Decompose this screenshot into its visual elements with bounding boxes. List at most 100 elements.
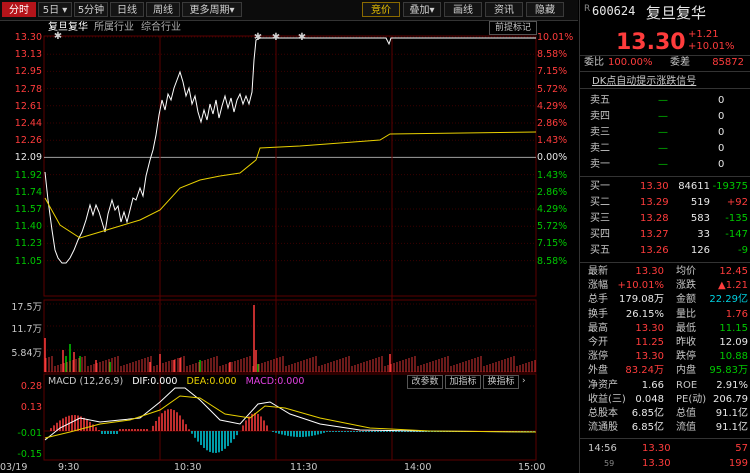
stat-label: 最低 [676, 322, 696, 334]
tick-row: 14:56 13.30 57 [584, 442, 748, 456]
stat-value: 1.66 [641, 379, 664, 391]
tab-daily[interactable]: 日线 [110, 2, 144, 17]
stat-label: 最高 [588, 322, 608, 334]
change-param-button[interactable]: 改参数 [407, 375, 443, 389]
star-icon: ✱ [272, 32, 280, 43]
macd-tick-label: 0.28 [20, 381, 42, 392]
sell-level-price: — [658, 95, 668, 106]
price-tick-label: 11.57 [14, 204, 42, 215]
tab-weekly[interactable]: 周线 [146, 2, 180, 17]
weibi-value: 100.00% [608, 57, 653, 68]
buy-level-label: 买三 [590, 213, 610, 224]
buy-level-change: -135 [725, 213, 748, 224]
price-tick-label: 11.92 [14, 169, 42, 181]
stock-code: 600624 [592, 4, 636, 18]
stat-label: 总股本 [588, 408, 618, 419]
macd-tick-label: -0.15 [17, 449, 42, 460]
intraday-chart[interactable]: ✱ ✱ ✱ ✱ [0, 0, 578, 473]
buy-level-change: -9 [738, 245, 748, 256]
subtab-industry[interactable]: 所属行业 [94, 22, 134, 33]
buy-level-row: 买一 13.30 84611 -19375 [584, 180, 748, 194]
tab-auction[interactable]: 竞价 [362, 2, 400, 17]
stat-value: +10.01% [617, 280, 664, 292]
stat-row: 今开 11.25 昨收 12.09 [584, 336, 748, 350]
stat-label: PE(动) [676, 393, 707, 405]
tick-price: 13.30 [642, 443, 671, 454]
buy-level-price: 13.29 [640, 197, 669, 208]
subtab-composite[interactable]: 综合行业 [141, 22, 181, 33]
average-price-line [44, 131, 537, 239]
tab-news[interactable]: 资讯 [485, 2, 523, 17]
sell-level-label: 卖二 [590, 143, 610, 154]
tab-more-periods[interactable]: 更多周期▾ [182, 2, 242, 17]
price-tick-label: 12.09 [14, 152, 42, 164]
sell-level-label: 卖三 [590, 127, 610, 138]
pct-tick-label: 5.72% [537, 221, 568, 233]
sell-level-price: — [658, 159, 668, 170]
dk-signal-link[interactable]: DK点自动提示涨跌信号 [592, 76, 697, 87]
stat-label: ROE [676, 379, 698, 391]
buy-level-price: 13.30 [640, 181, 669, 192]
chevron-right-icon[interactable]: › [522, 376, 526, 386]
price-tick-label: 13.13 [14, 49, 42, 61]
tab-5day[interactable]: 5日 ▾ [38, 2, 72, 17]
time-tick-label: 10:30 [174, 462, 202, 473]
stat-value: 26.15% [625, 308, 664, 320]
rzrq-icon: R [584, 4, 591, 14]
pct-tick-label: 7.15% [537, 66, 568, 78]
stat-row: 涨停 13.30 跌停 10.88 [584, 350, 748, 364]
buy-level-row: 买二 13.29 519 +92 [584, 196, 748, 210]
stat-value: 179.08万 [619, 294, 664, 306]
buy-level-price: 13.27 [640, 229, 669, 240]
price-tick-label: 11.05 [14, 255, 42, 267]
volume-tick-label: 5.84万 [11, 348, 42, 359]
stat-row: 最新 13.30 均价 12.45 [584, 265, 748, 279]
chevron-down-icon: ▾ [62, 5, 68, 16]
tab-5min[interactable]: 5分钟 [74, 2, 108, 17]
stat-value: 13.30 [635, 266, 664, 277]
price-tick-label: 12.95 [14, 66, 42, 78]
stat-row: 总手 179.08万 金额 22.29亿 [584, 293, 748, 307]
notice-button[interactable]: 前提标记 [489, 21, 537, 35]
stat-value: 12.45 [719, 266, 748, 277]
add-indicator-button[interactable]: 加指标 [445, 375, 481, 389]
stat-label: 今开 [588, 337, 608, 348]
sell-level-volume: 0 [718, 127, 725, 138]
star-icon: ✱ [54, 31, 62, 42]
price-frame [43, 35, 537, 297]
tab-draw[interactable]: 画线 [444, 2, 482, 17]
tick-time: 14:56 [588, 443, 617, 454]
price-tick-label: 11.74 [14, 186, 42, 198]
stat-label: 金额 [676, 294, 696, 306]
buy-level-label: 买四 [590, 229, 610, 240]
period-toolbar: 分时 5日 ▾ 5分钟 日线 周线 更多周期▾ 竞价 叠加▾ 画线 资讯 隐藏 [0, 0, 578, 21]
quote-panel: R 600624 复旦复华 13.30 +1.21 +10.01% 委比 100… [579, 0, 750, 473]
stat-label: 量比 [676, 308, 696, 320]
subtab-stock[interactable]: 复旦复华 [48, 22, 88, 33]
macd-dif-line [44, 387, 537, 441]
tab-overlay[interactable]: 叠加▾ [403, 2, 441, 17]
buy-level-volume: 84611 [678, 181, 710, 192]
sell-level-row: 卖五 — 0 [584, 94, 748, 108]
swap-indicator-button[interactable]: 换指标 [483, 375, 519, 389]
stat-label: 昨收 [676, 337, 696, 348]
star-icon: ✱ [254, 32, 262, 43]
time-tick-label: 11:30 [290, 462, 318, 473]
macd-dea-line [44, 395, 537, 439]
sell-level-price: — [658, 143, 668, 154]
macd-label: MACD (12,26,9) [48, 376, 124, 387]
stat-value: 1.76 [725, 308, 748, 320]
stat-value: 10.88 [719, 351, 748, 363]
tab-hide[interactable]: 隐藏 [526, 2, 564, 17]
tab-intraday[interactable]: 分时 [2, 2, 36, 17]
tick-row: 13.30 199 [584, 457, 748, 471]
volume-tick-label: 17.5万 [11, 302, 42, 313]
pct-tick-label: 2.86% [537, 118, 568, 129]
pct-tick-label: 2.86% [537, 186, 568, 198]
tick-price: 13.30 [642, 458, 671, 469]
sell-level-price: — [658, 111, 668, 122]
stat-value: 0.048 [635, 393, 664, 405]
sell-level-label: 卖一 [590, 159, 610, 170]
macd-dif: DIF:0.000 [132, 376, 178, 387]
stat-value: 91.1亿 [715, 408, 748, 419]
